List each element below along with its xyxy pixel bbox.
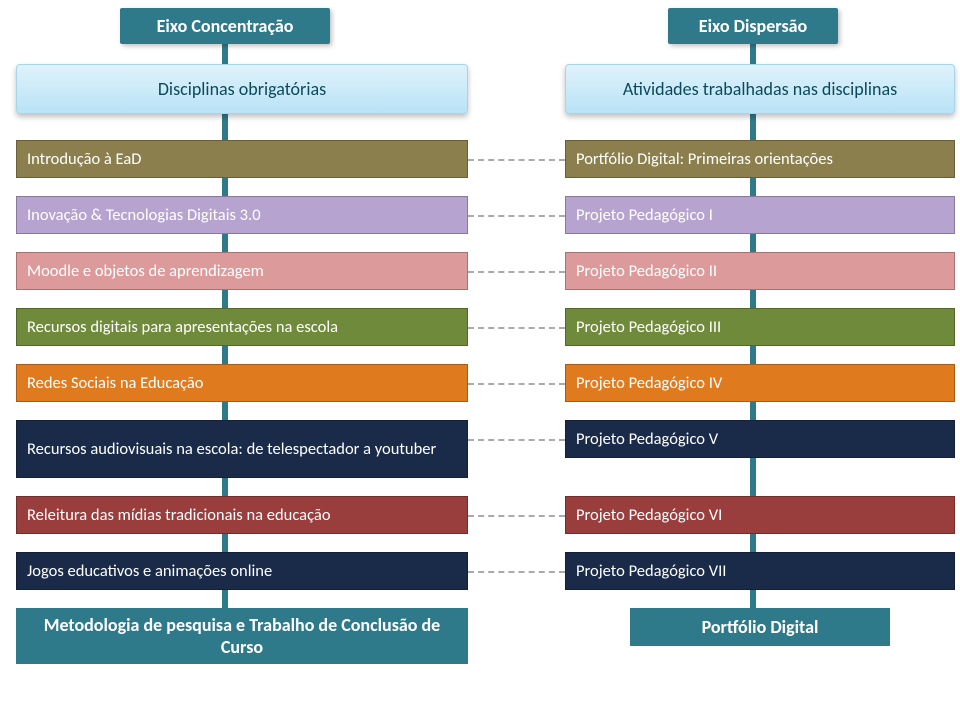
left-row-label: Moodle e objetos de aprendizagem xyxy=(27,261,264,281)
right-row-label: Projeto Pedagógico VII xyxy=(576,561,726,581)
right-row: Projeto Pedagógico VII xyxy=(565,552,955,590)
left-bottom: Metodologia de pesquisa e Trabalho de Co… xyxy=(16,608,468,664)
right-row: Projeto Pedagógico IV xyxy=(565,364,955,402)
row-connector xyxy=(468,159,565,161)
left-row: Redes Sociais na Educação xyxy=(16,364,468,402)
right-row: Portfólio Digital: Primeiras orientações xyxy=(565,140,955,178)
right-bottom: Portfólio Digital xyxy=(630,608,890,646)
row-connector xyxy=(468,439,565,441)
left-row: Introdução à EaD xyxy=(16,140,468,178)
row-connector xyxy=(468,383,565,385)
right-bottom-label: Portfólio Digital xyxy=(702,616,819,638)
right-subheader-label: Atividades trabalhadas nas disciplinas xyxy=(623,78,897,100)
left-row: Recursos audiovisuais na escola: de tele… xyxy=(16,420,468,478)
left-row: Moodle e objetos de aprendizagem xyxy=(16,252,468,290)
left-row-label: Recursos audiovisuais na escola: de tele… xyxy=(27,439,436,459)
row-connector xyxy=(468,571,565,573)
right-header-label: Eixo Dispersão xyxy=(699,15,807,37)
right-row: Projeto Pedagógico VI xyxy=(565,496,955,534)
right-row-label: Projeto Pedagógico VI xyxy=(576,505,722,525)
right-row-label: Projeto Pedagógico III xyxy=(576,317,721,337)
left-row: Inovação & Tecnologias Digitais 3.0 xyxy=(16,196,468,234)
left-row-label: Redes Sociais na Educação xyxy=(27,373,204,393)
left-row-label: Introdução à EaD xyxy=(27,149,141,169)
left-row: Jogos educativos e animações online xyxy=(16,552,468,590)
right-row-label: Projeto Pedagógico I xyxy=(576,205,713,225)
left-bottom-label: Metodologia de pesquisa e Trabalho de Co… xyxy=(24,614,460,658)
right-subheader: Atividades trabalhadas nas disciplinas xyxy=(565,64,955,114)
right-row: Projeto Pedagógico II xyxy=(565,252,955,290)
right-row: Projeto Pedagógico V xyxy=(565,420,955,458)
row-connector xyxy=(468,271,565,273)
left-row: Releitura das mídias tradicionais na edu… xyxy=(16,496,468,534)
right-row-label: Portfólio Digital: Primeiras orientações xyxy=(576,149,833,169)
left-header-label: Eixo Concentração xyxy=(157,15,294,37)
right-row-label: Projeto Pedagógico V xyxy=(576,429,718,449)
row-connector xyxy=(468,327,565,329)
right-row-label: Projeto Pedagógico IV xyxy=(576,373,722,393)
right-row: Projeto Pedagógico I xyxy=(565,196,955,234)
right-row: Projeto Pedagógico III xyxy=(565,308,955,346)
left-subheader: Disciplinas obrigatórias xyxy=(16,64,468,114)
right-row-label: Projeto Pedagógico II xyxy=(576,261,717,281)
left-row: Recursos digitais para apresentações na … xyxy=(16,308,468,346)
left-row-label: Inovação & Tecnologias Digitais 3.0 xyxy=(27,205,261,225)
row-connector xyxy=(468,515,565,517)
left-subheader-label: Disciplinas obrigatórias xyxy=(158,78,326,100)
row-connector xyxy=(468,215,565,217)
right-header: Eixo Dispersão xyxy=(668,8,838,44)
left-row-label: Jogos educativos e animações online xyxy=(27,561,272,581)
left-row-label: Releitura das mídias tradicionais na edu… xyxy=(27,505,331,525)
left-header: Eixo Concentração xyxy=(120,8,330,44)
left-row-label: Recursos digitais para apresentações na … xyxy=(27,317,338,337)
